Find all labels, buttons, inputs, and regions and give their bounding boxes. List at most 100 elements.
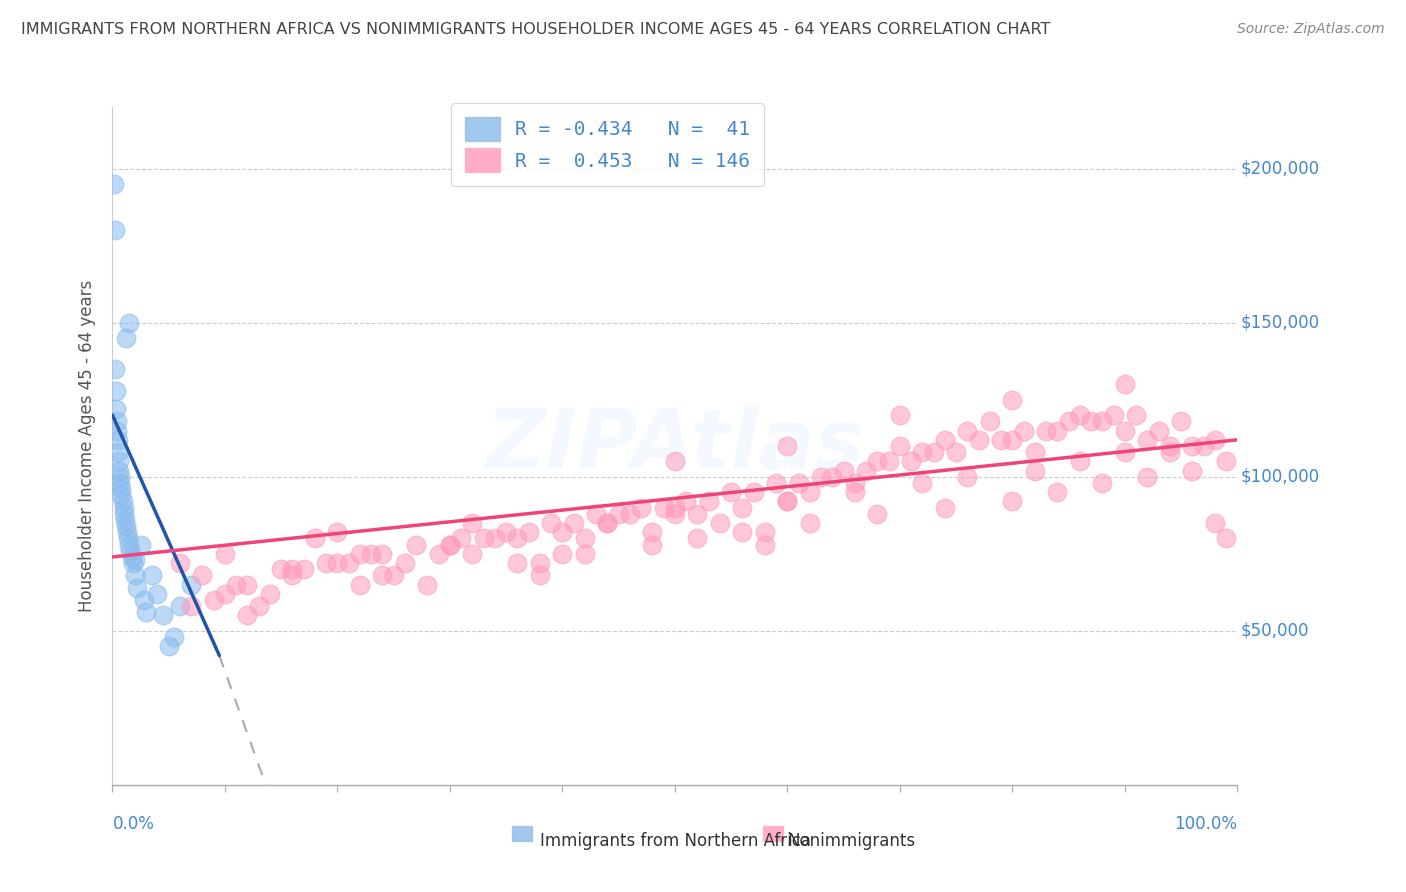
Point xyxy=(304,532,326,546)
Point xyxy=(731,500,754,515)
Point xyxy=(112,500,135,515)
Point xyxy=(540,516,562,530)
Point xyxy=(124,568,146,582)
Point xyxy=(1192,439,1215,453)
Point xyxy=(754,525,776,540)
Point xyxy=(105,424,128,438)
Point xyxy=(945,445,967,459)
Point xyxy=(1102,408,1125,422)
Point xyxy=(911,445,934,459)
Point xyxy=(911,475,934,490)
Point xyxy=(1204,516,1226,530)
Point xyxy=(191,568,214,582)
Point xyxy=(1024,464,1046,478)
Point xyxy=(551,547,574,561)
Text: 100.0%: 100.0% xyxy=(1174,815,1237,833)
Point xyxy=(742,485,765,500)
Point xyxy=(1215,532,1237,546)
Point xyxy=(675,494,697,508)
Point xyxy=(259,587,281,601)
Point xyxy=(439,538,461,552)
Point xyxy=(506,532,529,546)
Point xyxy=(855,464,877,478)
Point xyxy=(163,630,186,644)
Point xyxy=(1001,392,1024,407)
Point xyxy=(121,556,143,570)
Point xyxy=(517,525,540,540)
Point xyxy=(439,538,461,552)
Point xyxy=(765,475,787,490)
Point xyxy=(1046,424,1069,438)
Point xyxy=(110,475,132,490)
Point xyxy=(821,470,844,484)
Point xyxy=(146,587,169,601)
Point xyxy=(709,516,731,530)
Point xyxy=(127,581,149,595)
Point xyxy=(1080,414,1102,428)
Point xyxy=(844,485,866,500)
Point xyxy=(1204,433,1226,447)
Point xyxy=(866,454,889,468)
Point xyxy=(281,562,304,576)
Point xyxy=(110,470,132,484)
Text: $100,000: $100,000 xyxy=(1240,467,1320,486)
Point xyxy=(416,577,439,591)
Point xyxy=(202,593,225,607)
Text: Nonimmigrants: Nonimmigrants xyxy=(787,832,915,850)
Point xyxy=(169,599,191,614)
Point xyxy=(120,543,142,558)
Point xyxy=(866,507,889,521)
Point xyxy=(472,532,495,546)
Point xyxy=(292,562,315,576)
Point xyxy=(810,470,832,484)
Point xyxy=(967,433,990,447)
Y-axis label: Householder Income Ages 45 - 64 years: Householder Income Ages 45 - 64 years xyxy=(77,280,96,612)
Point xyxy=(776,494,799,508)
Point xyxy=(121,549,143,564)
Point xyxy=(664,507,686,521)
Point xyxy=(574,547,596,561)
Point xyxy=(1001,433,1024,447)
Point xyxy=(585,507,607,521)
Point xyxy=(889,408,911,422)
Point xyxy=(337,556,360,570)
Point xyxy=(1024,445,1046,459)
Point xyxy=(281,568,304,582)
Point xyxy=(236,577,259,591)
Point xyxy=(776,439,799,453)
Point xyxy=(110,482,132,496)
Text: Source: ZipAtlas.com: Source: ZipAtlas.com xyxy=(1237,22,1385,37)
Point xyxy=(427,547,450,561)
Point xyxy=(877,454,900,468)
Point xyxy=(110,488,132,502)
Point xyxy=(776,494,799,508)
Point xyxy=(1012,424,1035,438)
Point xyxy=(529,568,551,582)
Point xyxy=(529,556,551,570)
Point xyxy=(1181,439,1204,453)
Point xyxy=(686,507,709,521)
Point xyxy=(1181,464,1204,478)
Point xyxy=(105,414,128,428)
Point xyxy=(1125,408,1147,422)
Point xyxy=(1136,433,1159,447)
Point xyxy=(754,538,776,552)
Point xyxy=(686,532,709,546)
Point xyxy=(1114,377,1136,392)
Point xyxy=(1091,475,1114,490)
Point xyxy=(115,331,138,345)
Point xyxy=(108,454,131,468)
Point xyxy=(844,475,866,490)
Point xyxy=(1136,470,1159,484)
Point xyxy=(326,525,349,540)
Point xyxy=(104,402,127,417)
Point xyxy=(922,445,945,459)
Point xyxy=(641,538,664,552)
Point xyxy=(104,362,127,376)
Point xyxy=(270,562,292,576)
Point xyxy=(1069,454,1091,468)
Point xyxy=(382,568,405,582)
Point xyxy=(1001,494,1024,508)
Point xyxy=(596,516,619,530)
Point xyxy=(371,568,394,582)
